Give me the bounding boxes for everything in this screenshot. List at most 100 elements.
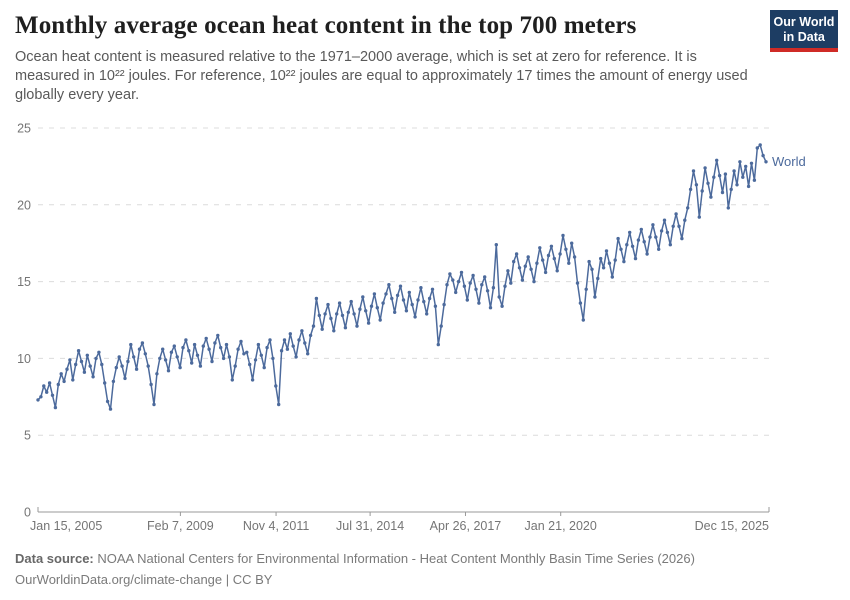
data-point — [625, 243, 629, 247]
data-point — [120, 364, 124, 368]
y-tick-label-20: 20 — [17, 198, 31, 212]
data-point — [445, 283, 449, 287]
data-point — [752, 178, 757, 182]
data-point — [630, 244, 635, 248]
data-point — [456, 279, 461, 284]
data-point — [384, 292, 388, 296]
data-point — [500, 304, 504, 308]
data-point — [134, 367, 139, 371]
data-point — [294, 355, 298, 359]
data-point — [703, 166, 707, 170]
data-point — [274, 384, 278, 388]
data-point — [213, 341, 217, 345]
data-point — [558, 252, 562, 256]
data-point — [361, 295, 365, 299]
data-point — [340, 313, 345, 318]
datasource-line: Data source: NOAA National Centers for E… — [15, 548, 835, 569]
data-point — [622, 259, 626, 264]
datasource-text: NOAA National Centers for Environmental … — [97, 551, 695, 566]
data-point — [192, 342, 197, 347]
data-point — [123, 376, 127, 381]
data-point — [494, 243, 498, 247]
data-point — [459, 270, 464, 275]
owid-logo-line2: in Data — [783, 29, 825, 44]
data-point — [126, 359, 130, 364]
data-point — [761, 153, 765, 158]
data-point — [47, 381, 52, 385]
data-point — [532, 279, 536, 284]
data-point — [320, 327, 324, 331]
data-point — [509, 281, 513, 285]
world-series-line — [37, 144, 767, 410]
data-point — [393, 310, 397, 314]
data-point — [100, 362, 104, 367]
data-point — [497, 295, 501, 299]
data-point — [526, 255, 530, 259]
data-point — [166, 369, 171, 373]
data-point — [195, 353, 200, 357]
data-point — [303, 341, 307, 345]
data-point — [355, 324, 359, 328]
data-point — [686, 206, 690, 210]
data-point — [671, 224, 675, 228]
data-point — [691, 169, 696, 173]
data-point — [279, 349, 284, 353]
data-point — [741, 175, 745, 179]
data-point — [219, 345, 223, 350]
data-point — [364, 309, 368, 313]
data-point — [570, 241, 574, 245]
data-point — [62, 379, 66, 384]
data-point — [401, 298, 406, 302]
data-point — [738, 160, 742, 164]
data-point — [300, 329, 304, 333]
data-point — [425, 312, 429, 316]
data-point — [314, 296, 319, 301]
data-point — [117, 355, 121, 359]
data-point — [732, 169, 736, 173]
data-point — [39, 395, 43, 399]
data-point — [694, 183, 699, 187]
data-point — [204, 336, 208, 341]
chart-header: Monthly average ocean heat content in th… — [15, 12, 760, 105]
data-point — [326, 302, 330, 307]
data-point — [311, 324, 316, 328]
data-point — [512, 259, 516, 264]
data-point — [590, 267, 594, 271]
data-point — [468, 281, 472, 285]
data-point — [451, 278, 455, 282]
data-point — [688, 187, 693, 192]
y-tick-label-25: 25 — [17, 122, 31, 136]
data-point — [584, 287, 588, 291]
data-point — [485, 289, 490, 293]
data-point — [564, 247, 568, 251]
data-point — [712, 175, 716, 179]
data-point — [94, 356, 98, 361]
data-point — [317, 313, 321, 318]
x-tick-label: Jan 15, 2005 — [30, 519, 102, 533]
data-point — [277, 402, 281, 407]
data-point — [581, 318, 585, 322]
x-tick-label: Feb 7, 2009 — [147, 519, 214, 533]
data-point — [700, 189, 704, 193]
data-point — [306, 352, 310, 356]
data-point — [349, 299, 353, 304]
data-point — [720, 190, 725, 195]
data-point — [657, 247, 661, 251]
data-point — [422, 299, 426, 304]
data-point — [674, 212, 678, 216]
owid-logo-red-bar — [770, 48, 838, 52]
data-point — [430, 287, 435, 291]
data-point — [132, 355, 136, 359]
data-point — [616, 236, 620, 241]
data-point — [535, 261, 539, 265]
data-point — [471, 273, 475, 278]
data-point — [129, 342, 133, 347]
data-point — [227, 355, 232, 359]
data-point — [439, 324, 443, 328]
data-point — [395, 293, 400, 298]
data-point — [454, 290, 458, 295]
data-point — [523, 264, 527, 268]
data-point — [146, 364, 150, 368]
x-tick-label: Apr 26, 2017 — [430, 519, 502, 533]
data-point — [59, 372, 63, 376]
